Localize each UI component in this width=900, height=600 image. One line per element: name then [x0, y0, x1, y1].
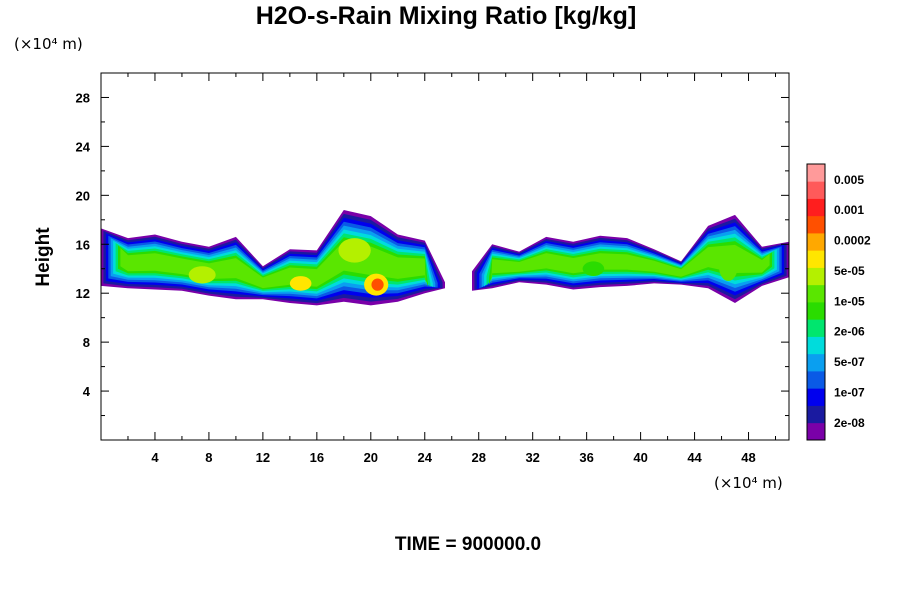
- colorbar-cell: [807, 388, 825, 406]
- colorbar-label: 2e-08: [834, 416, 865, 430]
- y-axis-unit: (×10⁴ m): [14, 35, 83, 53]
- y-tick-label: 24: [76, 139, 91, 154]
- colorbar-cell: [807, 405, 825, 424]
- x-tick-label: 44: [687, 450, 702, 465]
- x-axis-unit: (×10⁴ m): [714, 474, 783, 492]
- y-tick-label: 16: [76, 237, 90, 252]
- east-core-0: [718, 251, 738, 281]
- intense-core-2: [289, 276, 312, 291]
- x-tick-label: 16: [310, 450, 324, 465]
- colorbar-cell: [807, 336, 825, 355]
- x-tick-label: 12: [256, 450, 270, 465]
- y-tick-label: 28: [76, 90, 90, 105]
- x-tick-label: 28: [471, 450, 485, 465]
- x-tick-label: 48: [741, 450, 755, 465]
- x-tick-label: 32: [525, 450, 539, 465]
- intense-core-4: [188, 266, 216, 284]
- y-axis-label: Height: [33, 227, 54, 287]
- contour-shell-cloud-band-east-8: [491, 244, 770, 285]
- colorbar-label: 2e-06: [834, 325, 865, 339]
- y-tick-label: 20: [76, 188, 90, 203]
- colorbar-cell: [807, 302, 825, 320]
- y-tick-label: 4: [83, 384, 91, 399]
- colorbar: 2e-08 1e-07 5e-07 2e-06 1e-05 5e-05 0.0002 0.00…: [806, 163, 871, 441]
- y-tick-label: 8: [83, 335, 90, 350]
- chart-title: H2O-s-Rain Mixing Ratio [kg/kg]: [256, 2, 637, 30]
- x-tick-label: 20: [364, 450, 378, 465]
- colorbar-cell: [807, 422, 825, 441]
- colorbar-frame: [806, 163, 826, 441]
- colorbar-cell: [807, 215, 825, 234]
- colorbar-cell: [807, 250, 825, 268]
- east-core-1: [582, 261, 605, 277]
- colorbar-cell: [807, 164, 825, 182]
- colorbar-label: 1e-07: [834, 385, 865, 399]
- colorbar-label: 0.001: [834, 203, 864, 217]
- rain-field: [101, 210, 789, 306]
- colorbar-label: 0.0002: [834, 234, 871, 248]
- colorbar-label: 0.005: [834, 173, 864, 187]
- colorbar-cell: [807, 284, 825, 303]
- colorbar-label: 1e-05: [834, 294, 865, 308]
- time-label: TIME = 900000.0: [395, 534, 541, 555]
- x-tick-label: 40: [633, 450, 647, 465]
- x-tick-label: 24: [418, 450, 433, 465]
- colorbar-cell: [807, 319, 825, 337]
- colorbar-label: 5e-07: [834, 355, 865, 369]
- y-tick-label: 12: [76, 286, 90, 301]
- intense-core-3: [338, 238, 371, 263]
- colorbar-cell: [807, 267, 825, 286]
- colorbar-cell: [807, 353, 825, 372]
- colorbar-cell: [807, 198, 825, 217]
- x-tick-label: 36: [579, 450, 593, 465]
- colorbar-label: 5e-05: [834, 264, 865, 278]
- colorbar-cell: [807, 233, 825, 251]
- intense-core-1: [371, 278, 384, 291]
- colorbar-cell: [807, 371, 825, 389]
- plot-frame: [100, 72, 790, 441]
- colorbar-cell: [807, 181, 825, 199]
- x-tick-label: 8: [205, 450, 212, 465]
- x-tick-label: 4: [151, 450, 159, 465]
